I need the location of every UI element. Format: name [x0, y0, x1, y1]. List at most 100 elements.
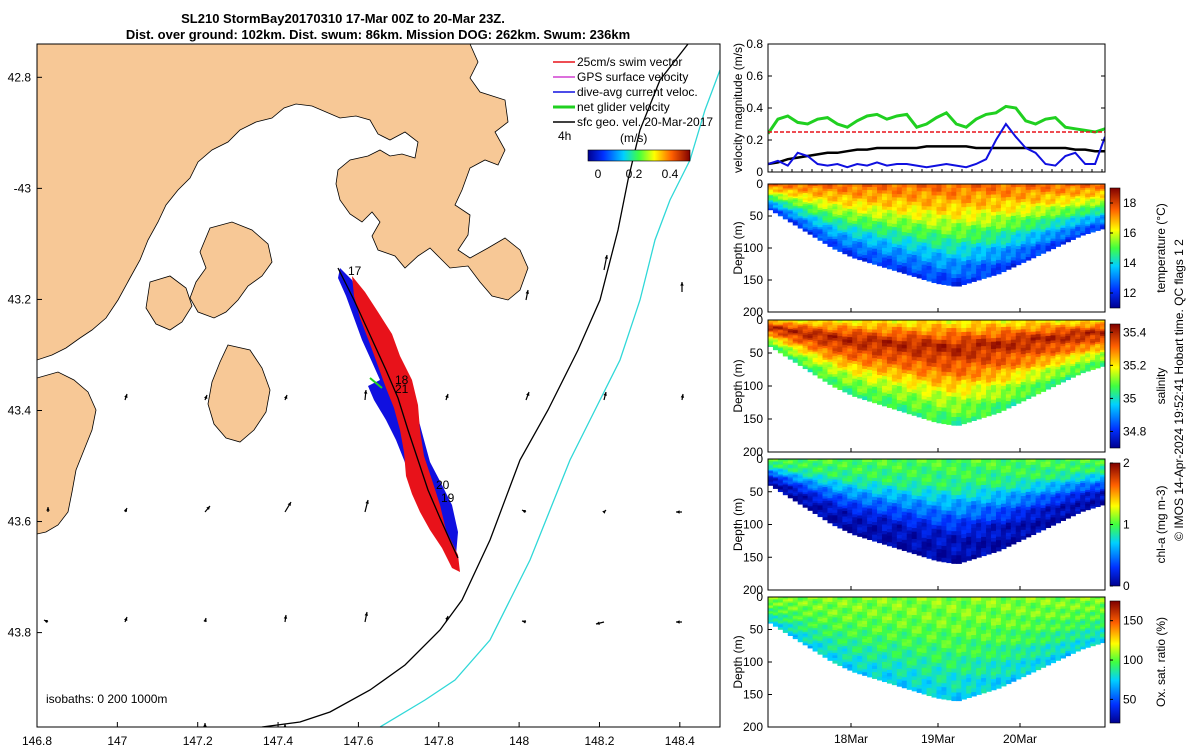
section-cell — [891, 526, 898, 531]
section-cell — [886, 529, 893, 533]
section-cell — [966, 222, 972, 227]
section-cell — [782, 335, 789, 338]
section-cell — [971, 508, 977, 514]
section-cell — [877, 510, 883, 515]
section-cell — [1035, 214, 1042, 218]
section-cell — [976, 474, 982, 479]
section-cell — [872, 468, 878, 473]
section-cell — [1015, 361, 1022, 366]
section-cell — [936, 241, 943, 246]
section-cell — [1100, 185, 1105, 189]
section-cell — [847, 239, 853, 243]
section-cell — [802, 218, 809, 221]
section-cell — [802, 505, 809, 508]
section-cell — [1095, 320, 1101, 323]
section-cell — [832, 497, 838, 501]
section-cell — [812, 196, 819, 199]
section-cell — [951, 356, 957, 362]
section-cell — [906, 208, 913, 213]
section-cell — [926, 389, 933, 394]
section-cell — [797, 488, 804, 491]
section-cell — [901, 245, 908, 250]
section-cell — [956, 207, 962, 213]
section-cell — [792, 344, 799, 347]
section-cell — [936, 252, 943, 258]
section-cell — [787, 198, 794, 201]
section-cell — [886, 393, 893, 398]
section-cell — [961, 462, 967, 468]
section-cell — [981, 533, 987, 538]
section-cell — [1030, 320, 1037, 324]
section-cell — [956, 551, 962, 556]
section-cell — [991, 198, 997, 203]
section-cell — [777, 341, 784, 344]
geo-arrow — [203, 723, 207, 727]
section-cell — [906, 374, 913, 379]
section-cell — [916, 331, 923, 336]
section-cell — [817, 190, 824, 194]
section-cell — [951, 523, 957, 528]
section-cell — [867, 382, 873, 387]
section-cell — [956, 559, 962, 564]
section-cell — [792, 355, 799, 358]
section-cell — [807, 218, 814, 222]
section-cell — [931, 405, 938, 411]
section-cell — [1035, 345, 1042, 349]
section-cell — [1005, 236, 1012, 241]
section-cell — [981, 191, 987, 196]
section-cell — [787, 320, 794, 323]
section-cell — [872, 332, 878, 337]
section-cell — [1090, 320, 1096, 323]
section-cell — [961, 191, 967, 197]
section-cell — [956, 270, 962, 275]
section-cell — [906, 201, 913, 206]
section-cell — [1030, 384, 1037, 388]
section-cell — [1100, 321, 1105, 325]
section-cell — [995, 497, 1002, 502]
section-cell — [901, 348, 908, 353]
section-cell — [881, 215, 888, 220]
section-cell — [847, 337, 853, 341]
section-cell — [827, 342, 834, 346]
section-cell — [787, 188, 794, 191]
section-cell — [867, 344, 873, 349]
section-cell — [1050, 373, 1057, 377]
section-cell — [1050, 191, 1057, 195]
section-cell — [807, 337, 814, 341]
section-cell — [1025, 189, 1032, 194]
section-cell — [926, 527, 933, 533]
section-cell — [877, 215, 883, 220]
section-cell — [961, 331, 967, 337]
section-cell — [792, 185, 799, 188]
section-cell — [946, 400, 952, 405]
section-cell — [921, 545, 928, 550]
section-cell — [951, 254, 957, 260]
section-cell — [1045, 243, 1052, 247]
section-cell — [881, 203, 888, 207]
section-cell — [1030, 360, 1037, 365]
section-cell — [1030, 355, 1037, 359]
section-cell — [817, 459, 824, 462]
section-cell — [981, 349, 987, 355]
section-cell — [986, 367, 992, 373]
section-cell — [966, 482, 972, 487]
section-cell — [827, 184, 834, 187]
section-cell — [1035, 373, 1042, 378]
section-cell — [832, 464, 838, 468]
section-cell — [926, 343, 933, 348]
section-cell — [896, 541, 903, 546]
section-cell — [891, 227, 898, 232]
section-cell — [891, 523, 898, 528]
section-cell — [777, 322, 784, 325]
section-cell — [926, 542, 933, 548]
section-cell — [837, 240, 843, 245]
section-cell — [946, 238, 952, 243]
section-cell — [768, 479, 774, 481]
section-cell — [911, 349, 918, 354]
section-cell — [777, 331, 784, 334]
section-cell — [1020, 238, 1027, 242]
section-cell — [1055, 191, 1061, 195]
section-cell — [827, 481, 834, 485]
section-cell — [1040, 325, 1047, 329]
section-cell — [1050, 218, 1057, 222]
